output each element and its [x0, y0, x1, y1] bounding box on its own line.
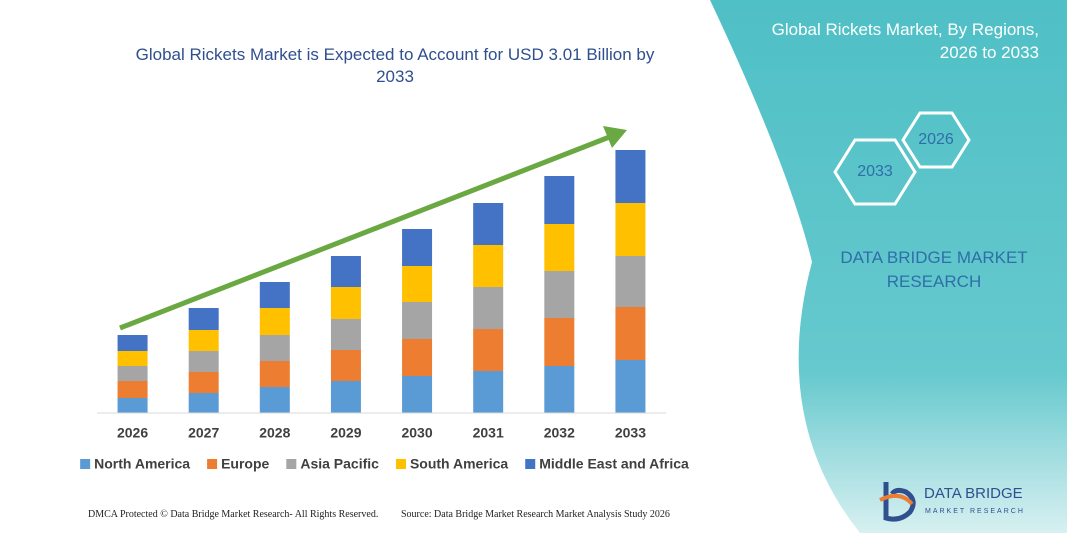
x-tick-label: 2028	[259, 425, 290, 441]
arrow-head	[603, 126, 627, 148]
x-tick-label: 2029	[330, 425, 361, 441]
bar-segment	[330, 350, 361, 381]
bar-segment	[473, 329, 504, 371]
bar-segment	[402, 376, 433, 413]
bar-segment	[117, 381, 148, 398]
bar-segment	[117, 366, 148, 381]
hex-label: 2033	[857, 163, 893, 180]
bar-segment	[330, 256, 361, 287]
bar-segment	[330, 381, 361, 413]
legend-label: North America	[94, 456, 190, 472]
bar-segment	[259, 335, 290, 361]
hexagon	[833, 138, 917, 206]
x-tick-label: 2030	[401, 425, 432, 441]
legend-swatch	[80, 459, 91, 469]
bar-segment	[188, 372, 219, 393]
side-panel	[710, 0, 1067, 533]
logo: DATA BRIDGE MARKET RESEARCH	[879, 482, 1025, 522]
bar-segment	[544, 224, 575, 271]
bar-segment	[544, 318, 575, 366]
bar-segment	[544, 271, 575, 318]
bar-segment	[402, 302, 433, 339]
hexagon	[901, 111, 971, 169]
footer-right: Source: Data Bridge Market Research Mark…	[401, 509, 670, 520]
x-tick-label: 2031	[473, 425, 504, 441]
panel-title: Global Rickets Market, By Regions, 2026 …	[771, 20, 1039, 62]
bar-segment	[117, 335, 148, 351]
bar-segment	[188, 330, 219, 351]
legend-label: South America	[410, 456, 508, 472]
bar-segment	[402, 339, 433, 376]
bar-segment	[259, 361, 290, 387]
bar-segment	[117, 398, 148, 413]
brand: DATA BRIDGE MARKET RESEARCH	[840, 248, 1028, 291]
chart-title: Global Rickets Market is Expected to Acc…	[135, 45, 655, 86]
bar-segment	[117, 351, 148, 366]
bar-segment	[402, 229, 433, 266]
bar-segment	[188, 308, 219, 330]
logo-name: DATA BRIDGE	[924, 485, 1023, 502]
legend-swatch	[286, 459, 297, 469]
bar-segment	[473, 287, 504, 329]
bar-segment	[615, 150, 646, 203]
legend-swatch	[395, 459, 406, 469]
bar-segment	[615, 256, 646, 307]
footer-left: DMCA Protected © Data Bridge Market Rese…	[88, 509, 379, 520]
bar-segment	[330, 319, 361, 350]
legend-label: Europe	[221, 456, 269, 472]
bar-segment	[615, 307, 646, 360]
x-tick-label: 2032	[544, 425, 575, 441]
bar-segment	[615, 203, 646, 256]
bar-segment	[188, 393, 219, 413]
x-tick-label: 2033	[615, 425, 646, 441]
bar-segment	[188, 351, 219, 372]
trend-arrow	[119, 133, 613, 331]
bar-segment	[544, 176, 575, 224]
bar-segment	[473, 245, 504, 287]
x-tick-label: 2026	[117, 425, 148, 441]
bar-segment	[259, 387, 290, 413]
bar-segment	[544, 366, 575, 413]
bar-segment	[473, 203, 504, 245]
bar-segment	[402, 266, 433, 302]
legend-label: Asia Pacific	[300, 456, 379, 472]
hex-label: 2026	[918, 131, 954, 148]
bar-segment	[473, 371, 504, 413]
bar-segment	[615, 360, 646, 413]
x-tick-label: 2027	[188, 425, 219, 441]
bar-segment	[330, 287, 361, 319]
legend-label: Middle East and Africa	[539, 456, 689, 472]
legend-swatch	[207, 459, 218, 469]
legend-swatch	[525, 459, 536, 469]
bar-segment	[259, 308, 290, 335]
bar-segment	[259, 282, 290, 308]
logo-tagline: MARKET RESEARCH	[925, 508, 1025, 515]
